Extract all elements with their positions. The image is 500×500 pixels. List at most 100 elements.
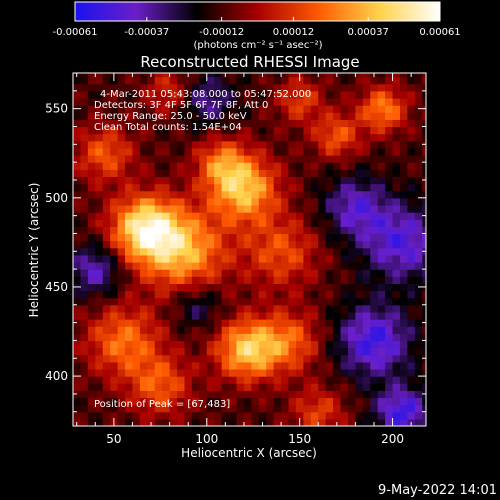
heatmap-cell	[407, 162, 416, 170]
heatmap-cell	[132, 147, 141, 156]
heatmap-cell	[407, 247, 416, 256]
heatmap-cell	[310, 411, 319, 420]
x-axis-label: Heliocentric X (arcsec)	[181, 446, 317, 460]
heatmap-cell	[355, 411, 364, 420]
heatmap-cell	[310, 304, 319, 313]
heatmap-cell	[125, 269, 134, 277]
heatmap-cell	[407, 112, 416, 120]
heatmap-cell	[177, 347, 186, 356]
heatmap-cell	[154, 290, 163, 299]
heatmap-cell	[73, 368, 82, 377]
heatmap-cell	[355, 247, 364, 256]
colorbar-tick-label: -0.00037	[124, 27, 169, 38]
heatmap-cell	[392, 97, 401, 106]
heatmap-cell	[303, 269, 312, 277]
heatmap-cell	[251, 297, 260, 306]
heatmap-cell	[288, 76, 297, 85]
heatmap-cell	[310, 90, 319, 99]
heatmap-cell	[117, 76, 126, 85]
heatmap-cell	[310, 361, 319, 370]
heatmap-cell	[273, 368, 282, 377]
heatmap-cell	[370, 162, 379, 170]
heatmap-cell	[177, 254, 186, 263]
heatmap-cell	[169, 354, 178, 363]
heatmap-cell	[221, 247, 230, 256]
heatmap-cell	[333, 311, 342, 320]
colorbar-tick-label: 0.00061	[419, 27, 460, 38]
heatmap-cell	[295, 105, 304, 113]
heatmap-cell	[236, 333, 245, 342]
heatmap-cell	[310, 133, 319, 142]
heatmap-cell	[370, 83, 379, 92]
heatmap-cell	[377, 73, 386, 78]
heatmap-cell	[169, 333, 178, 342]
heatmap-cell	[162, 368, 171, 377]
heatmap-cell	[370, 354, 379, 363]
heatmap-cell	[177, 126, 186, 135]
heatmap-cell	[288, 97, 297, 106]
heatmap-cell	[422, 311, 426, 320]
heatmap-cell	[407, 219, 416, 227]
heatmap-cell	[214, 247, 223, 256]
heatmap-cell	[310, 226, 319, 235]
heatmap-cell	[110, 162, 119, 170]
heatmap-cell	[333, 147, 342, 156]
heatmap-cell	[310, 254, 319, 263]
heatmap-cell	[147, 390, 156, 399]
heatmap-cell	[110, 390, 119, 399]
heatmap-cell	[325, 226, 334, 235]
heatmap-cell	[288, 176, 297, 185]
heatmap-cell	[333, 97, 342, 106]
heatmap-cell	[177, 290, 186, 299]
annotation-line: Clean Total counts: 1.54E+04	[94, 122, 242, 133]
heatmap-cell	[347, 133, 356, 142]
heatmap-cell	[370, 347, 379, 356]
heatmap-cell	[110, 411, 119, 420]
heatmap-cell	[191, 212, 200, 220]
heatmap-cell	[154, 90, 163, 99]
heatmap-cell	[184, 233, 193, 242]
heatmap-cell	[325, 376, 334, 384]
heatmap-cell	[273, 333, 282, 342]
heatmap-cell	[132, 126, 141, 135]
heatmap-cell	[422, 383, 426, 391]
heatmap-cell	[243, 162, 252, 170]
heatmap-cell	[132, 383, 141, 391]
heatmap-cell	[117, 283, 126, 292]
heatmap-cell	[102, 83, 111, 92]
heatmap-cell	[392, 390, 401, 399]
heatmap-cell	[236, 340, 245, 349]
heatmap-cell	[370, 297, 379, 306]
heatmap-cell	[87, 376, 96, 384]
heatmap-cell	[422, 368, 426, 377]
heatmap-cell	[214, 276, 223, 284]
heatmap-cell	[147, 183, 156, 192]
heatmap-cell	[95, 376, 104, 384]
heatmap-cell	[414, 133, 423, 142]
heatmap-cell	[229, 162, 238, 170]
heatmap-cell	[80, 204, 89, 213]
heatmap-cell	[80, 212, 89, 220]
heatmap-cell	[392, 190, 401, 199]
heatmap-cell	[162, 390, 171, 399]
heatmap-cell	[414, 376, 423, 384]
heatmap-cell	[303, 247, 312, 256]
heatmap-cell	[139, 212, 148, 220]
heatmap-cell	[132, 233, 141, 242]
heatmap-cell	[407, 140, 416, 149]
heatmap-cell	[399, 183, 409, 192]
heatmap-cell	[347, 354, 356, 363]
heatmap-cell	[110, 219, 119, 227]
heatmap-cell	[340, 261, 349, 270]
heatmap-cell	[177, 76, 186, 85]
heatmap-cell	[399, 297, 409, 306]
heatmap-cell	[325, 126, 334, 135]
peak-position-label: Position of Peak = [67,483]	[94, 399, 230, 410]
heatmap-cell	[347, 340, 356, 349]
heatmap-cell	[102, 90, 111, 99]
heatmap-cell	[333, 169, 342, 178]
heatmap-cell	[199, 83, 208, 92]
heatmap-cell	[355, 354, 364, 363]
heatmap-cell	[340, 190, 349, 199]
heatmap-cell	[214, 204, 223, 213]
